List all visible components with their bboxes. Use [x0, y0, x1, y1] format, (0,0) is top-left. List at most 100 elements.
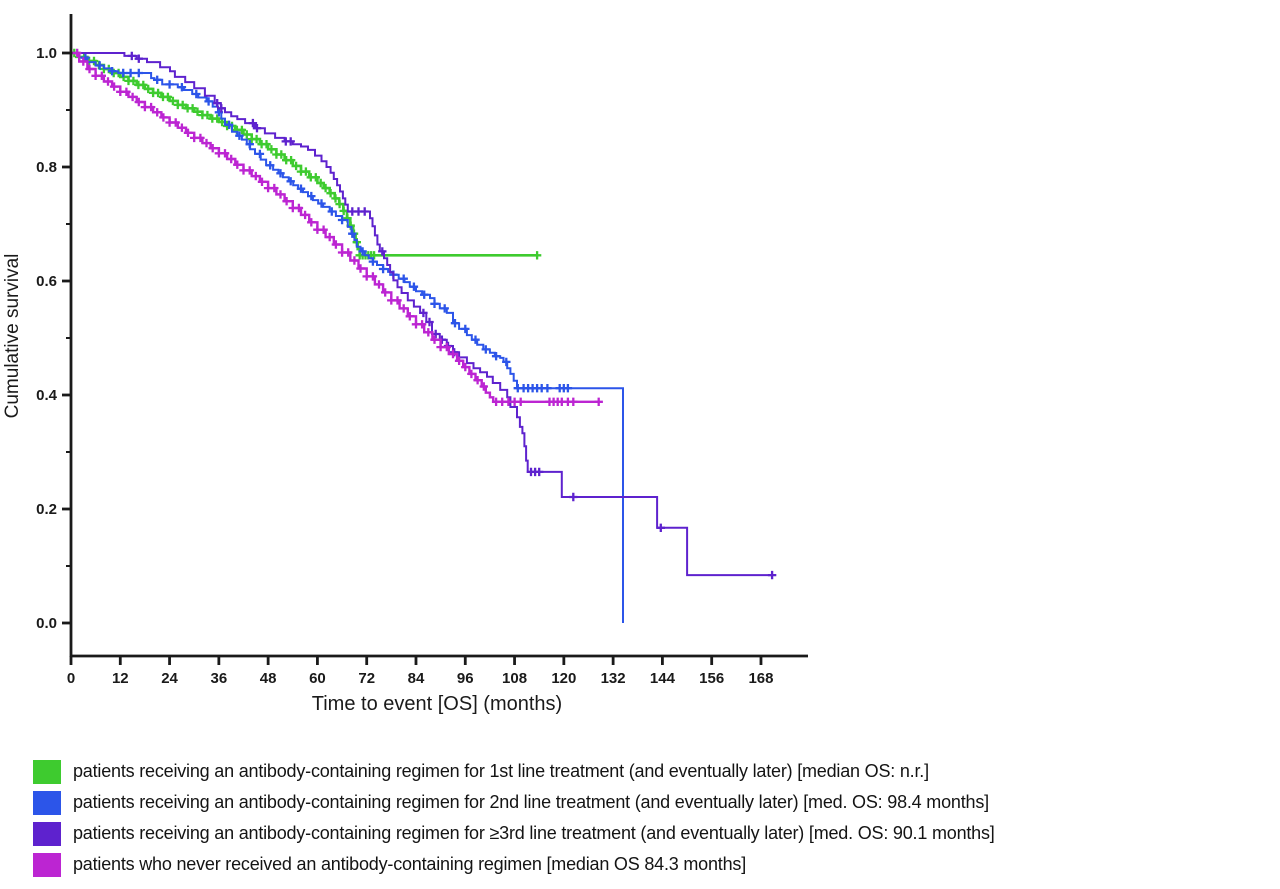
censor-mark: [356, 264, 365, 273]
censor-mark: [543, 384, 552, 393]
censor-mark: [128, 92, 137, 102]
censor-mark: [307, 191, 316, 201]
censor-mark: [213, 114, 222, 123]
censor-marks-3rd-plus-line-antibody: [127, 51, 777, 580]
censor-mark: [491, 352, 501, 361]
censor-mark: [516, 397, 525, 406]
legend-swatch: [33, 790, 61, 815]
censor-mark: [262, 140, 271, 149]
censor-mark: [481, 345, 490, 354]
censor-mark: [344, 248, 353, 257]
censor-mark: [245, 140, 254, 149]
censor-mark: [213, 99, 222, 108]
censor-mark: [454, 356, 464, 365]
x-tick-label: 132: [601, 670, 626, 687]
censor-mark: [296, 184, 306, 193]
censor-mark: [563, 384, 573, 393]
censor-mark: [208, 144, 217, 153]
censor-mark: [193, 107, 202, 116]
censor-mark: [502, 357, 511, 367]
censor-mark: [252, 134, 261, 144]
censor-mark: [405, 312, 414, 321]
censor-mark: [73, 48, 82, 58]
censor-mark: [331, 194, 340, 203]
censor-mark: [129, 76, 138, 86]
x-tick-label: 12: [112, 670, 129, 687]
axes: [62, 14, 808, 665]
censor-mark: [335, 199, 344, 209]
censor-mark: [266, 161, 275, 170]
censor-mark: [192, 89, 201, 99]
censor-mark: [532, 251, 542, 260]
legend-label: patients who never received an antibody-…: [73, 854, 747, 874]
legend-label: patients receiving an antibody-containin…: [73, 823, 995, 843]
legend-item-0: patients receiving an antibody-containin…: [33, 756, 995, 787]
censor-mark: [656, 523, 665, 532]
censor-mark: [369, 251, 379, 260]
censor-mark: [425, 317, 434, 327]
censor-marks-never-antibody: [73, 48, 603, 406]
censor-mark: [307, 218, 316, 227]
censor-mark: [103, 77, 113, 86]
legend-swatch: [33, 852, 61, 877]
legend: patients receiving an antibody-containin…: [33, 756, 995, 880]
y-tick-label: 0.8: [36, 159, 57, 176]
censor-mark: [594, 397, 603, 406]
censor-mark: [168, 96, 178, 106]
censor-mark: [146, 102, 156, 112]
censor-marks-2nd-line-antibody: [81, 53, 573, 393]
censor-mark: [139, 80, 148, 90]
censor-mark: [450, 319, 460, 328]
x-tick-label: 108: [502, 670, 527, 687]
censor-mark: [107, 67, 117, 76]
censor-mark: [300, 210, 310, 220]
censor-mark: [79, 57, 88, 66]
censor-mark: [326, 189, 335, 198]
censor-mark: [479, 382, 488, 391]
x-tick-label: 24: [161, 670, 178, 687]
y-tick-label: 0.4: [36, 387, 58, 404]
censor-mark: [286, 177, 295, 186]
censor-mark: [319, 225, 328, 234]
censor-mark: [569, 397, 578, 406]
censor-mark: [220, 149, 230, 158]
censor-mark: [126, 68, 135, 78]
x-tick-label: 144: [650, 670, 676, 687]
censor-mark: [119, 68, 128, 78]
censor-mark: [89, 56, 99, 66]
y-tick-label: 0.0: [36, 615, 57, 632]
x-tick-label: 168: [748, 670, 773, 687]
censor-mark: [276, 190, 285, 199]
censor-mark: [360, 207, 369, 216]
censor-mark: [409, 282, 419, 291]
censor-mark: [368, 257, 378, 266]
censor-mark: [237, 125, 247, 135]
censor-mark: [159, 113, 168, 122]
censor-mark: [327, 207, 336, 216]
censor-mark: [134, 97, 143, 107]
censor-mark: [224, 120, 234, 129]
censor-mark: [196, 133, 205, 143]
censor-mark: [204, 97, 213, 106]
y-tick-label: 1.0: [36, 45, 57, 62]
x-tick-label: 120: [551, 670, 576, 687]
censor-mark: [235, 131, 244, 140]
censor-mark: [134, 68, 143, 78]
curve-2nd-line-antibody: [71, 52, 624, 623]
y-tick-label: 0.2: [36, 501, 57, 518]
censor-mark: [97, 71, 106, 80]
censor-mark: [317, 199, 326, 208]
x-tick-label: 48: [260, 670, 277, 687]
censor-mark: [442, 342, 451, 352]
censor-mark: [267, 145, 276, 154]
censor-mark: [282, 197, 291, 206]
censor-mark: [270, 183, 279, 193]
censor-mark: [419, 308, 428, 318]
y-axis-title: Cumulative survival: [2, 254, 23, 419]
censor-mark: [321, 183, 330, 193]
x-tick-label: 72: [358, 670, 375, 687]
censor-mark: [473, 376, 482, 385]
censor-mark: [381, 288, 390, 297]
legend-swatch: [33, 759, 61, 784]
censor-mark: [233, 160, 242, 169]
